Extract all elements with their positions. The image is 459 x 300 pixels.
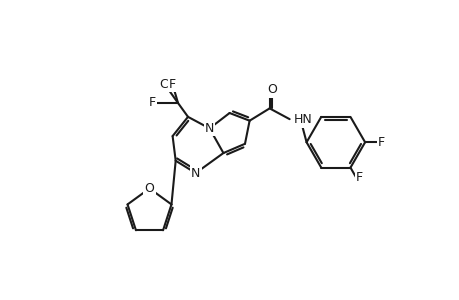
Text: N: N (190, 167, 200, 180)
Text: F: F (149, 97, 156, 110)
Text: F: F (377, 136, 384, 149)
Text: F: F (168, 78, 176, 91)
Text: O: O (144, 182, 154, 195)
Text: N: N (204, 122, 214, 135)
Text: O: O (266, 83, 276, 96)
Text: HN: HN (293, 113, 312, 126)
Text: F: F (355, 171, 363, 184)
Text: Cl: Cl (158, 78, 171, 91)
